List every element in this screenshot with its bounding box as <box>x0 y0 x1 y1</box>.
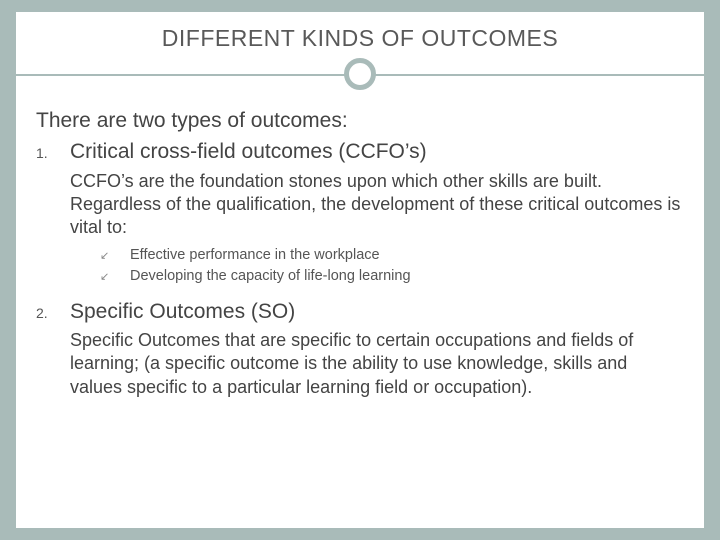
list-description: CCFO’s are the foundation stones upon wh… <box>70 170 684 239</box>
bullet-row: ↙ Effective performance in the workplace <box>100 245 684 267</box>
slide-body: There are two types of outcomes: 1. Crit… <box>16 90 704 399</box>
list-number: 1. <box>36 145 70 161</box>
slide-panel: DIFFERENT KINDS OF OUTCOMES There are tw… <box>16 12 704 528</box>
sub-bullets: ↙ Effective performance in the workplace… <box>100 245 684 289</box>
bullet-text: Developing the capacity of life-long lea… <box>130 266 411 288</box>
ring-icon <box>344 58 376 90</box>
bullet-arrow-icon: ↙ <box>100 248 130 265</box>
intro-text: There are two types of outcomes: <box>36 108 684 134</box>
list-item: 1. Critical cross-field outcomes (CCFO’s… <box>36 138 684 165</box>
slide-title: DIFFERENT KINDS OF OUTCOMES <box>16 12 704 52</box>
bullet-row: ↙ Developing the capacity of life-long l… <box>100 266 684 288</box>
list-description: Specific Outcomes that are specific to c… <box>70 329 684 398</box>
list-heading: Critical cross-field outcomes (CCFO’s) <box>70 138 427 165</box>
list-number: 2. <box>36 305 70 321</box>
bullet-text: Effective performance in the workplace <box>130 245 380 267</box>
bullet-arrow-icon: ↙ <box>100 269 130 286</box>
list-heading: Specific Outcomes (SO) <box>70 298 295 325</box>
list-item: 2. Specific Outcomes (SO) <box>36 298 684 325</box>
title-area: DIFFERENT KINDS OF OUTCOMES <box>16 12 704 90</box>
